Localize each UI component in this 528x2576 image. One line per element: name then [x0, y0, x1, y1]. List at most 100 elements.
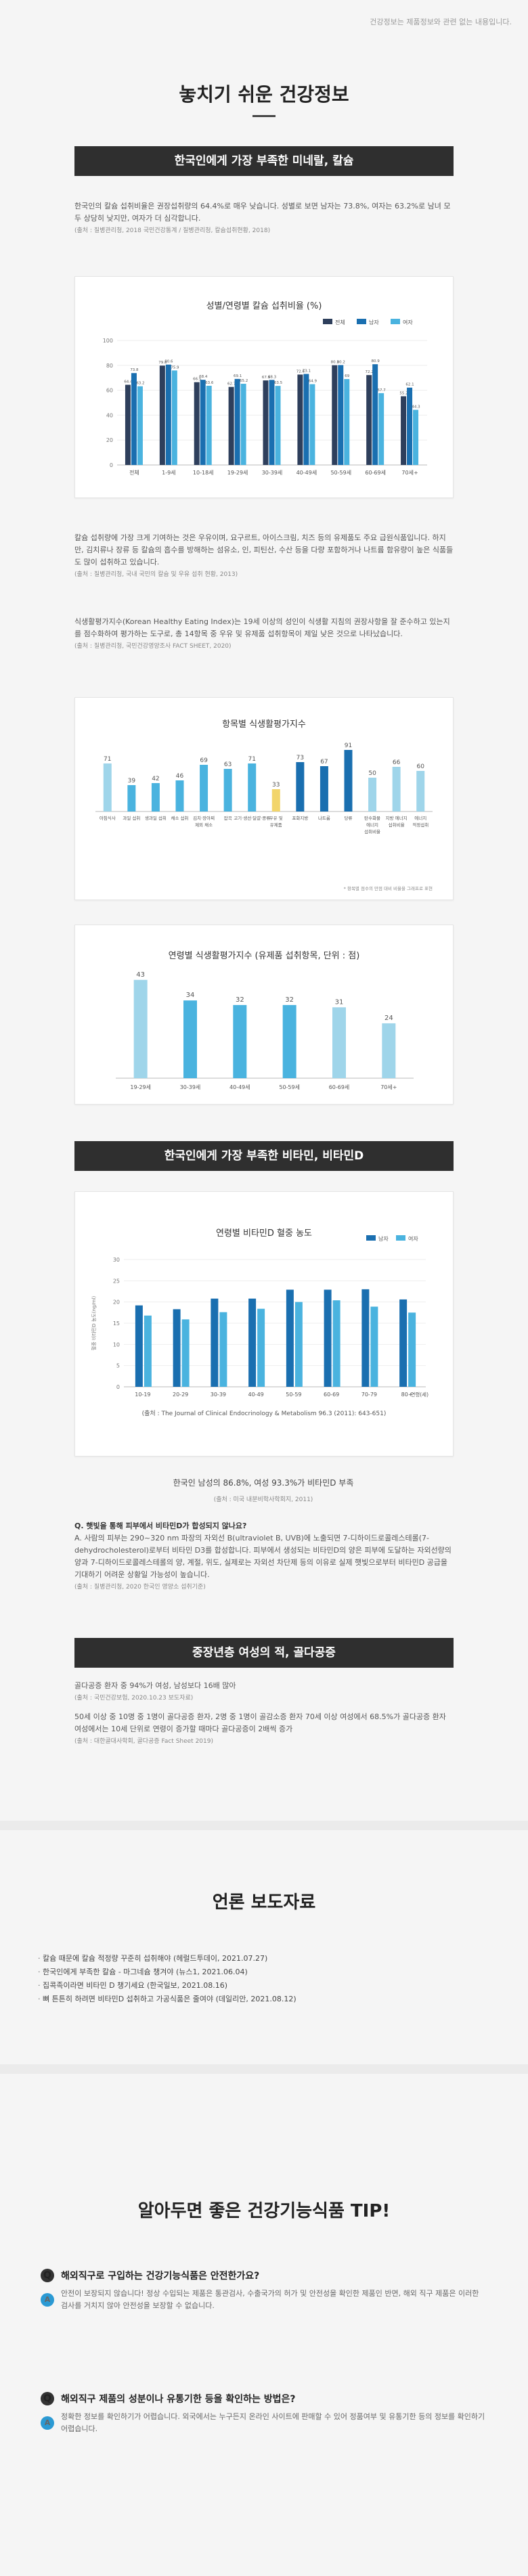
- q-badge-icon: Q: [41, 2392, 54, 2405]
- x-tick-label: 탄수화물: [364, 815, 380, 821]
- bar: [378, 393, 384, 465]
- bar: [103, 763, 112, 812]
- osteoporosis-info: 골다공증 환자 중 94%가 여성, 남성보다 16배 많아 (출처 : 국민건…: [74, 1680, 454, 1748]
- bar-value-label: 80.6: [164, 360, 173, 364]
- bar-value-label: 60: [416, 763, 424, 770]
- chart2-title: 항목별 식생활평가지수: [222, 719, 306, 730]
- y-tick-label: 15: [113, 1320, 120, 1327]
- bar: [408, 1312, 416, 1387]
- calcium-intro-text: 한국인의 칼슘 섭취비율은 권장섭취량의 64.4%로 매우 낮습니다. 성별로…: [74, 202, 451, 223]
- legend-swatch: [357, 319, 366, 324]
- bar-value-label: 69: [345, 374, 349, 378]
- disclaimer-note: 건강정보는 제품정보와 관련 없는 내용입니다.: [370, 18, 512, 26]
- press-item[interactable]: 칼슘 때문에 칼슘 적정량 꾸준히 섭취해야 (헤럴드투데이, 2021.07.…: [38, 1952, 490, 1966]
- bar: [320, 766, 328, 812]
- bar: [332, 365, 338, 465]
- tip-2-answer-text: 정확한 정보를 확인하기가 어렵습니다. 외국에서는 누구든지 온라인 사이트에…: [61, 2412, 485, 2433]
- bar-value-label: 63.2: [136, 382, 144, 386]
- bar: [125, 384, 131, 465]
- bar-value-label: 69.1: [234, 374, 242, 378]
- y-tick-label: 10: [113, 1341, 120, 1348]
- bar-value-label: 91: [345, 742, 352, 749]
- tip-1-answer: A 안전이 보장되지 않습니다! 정상 수입되는 제품은 통관검사, 수출국가의…: [41, 2288, 487, 2312]
- bar: [297, 374, 303, 465]
- legend-swatch: [391, 319, 400, 324]
- bar: [413, 409, 419, 465]
- bar-value-label: 73: [296, 755, 304, 761]
- bar-value-label: 68.4: [199, 375, 208, 379]
- y-tick-label: 25: [113, 1278, 120, 1284]
- bar-value-label: 66: [393, 759, 401, 766]
- y-tick-label: 60: [106, 388, 113, 394]
- bar: [135, 1305, 143, 1387]
- press-item[interactable]: 집콕족이라면 비타민 D 챙기세요 (한국일보, 2021.08.16): [38, 1979, 490, 1993]
- x-tick-label: 에너지: [414, 815, 426, 821]
- vitamin-d-stat-source: (출처 : 미국 내분비학사학회지, 2011): [213, 1496, 313, 1503]
- x-tick-label: 20-29: [173, 1392, 188, 1398]
- x-tick-label: 채소 섭취: [171, 815, 189, 821]
- bar-value-label: 62.7: [227, 382, 236, 386]
- osteoporosis-stat-2: 50세 이상 중 10명 중 1명이 골다공증 환자, 2명 중 1명이 골감소…: [74, 1712, 446, 1733]
- bar-value-label: 73.8: [130, 368, 139, 372]
- x-tick-label: 생과일 섭취: [145, 815, 167, 821]
- bar-value-label: 32: [236, 996, 244, 1004]
- press-item[interactable]: 한국인에게 부족한 칼슘 - 마그네슘 챙겨야 (뉴스1, 2021.06.04…: [38, 1966, 490, 1979]
- tip-1-answer-text: 안전이 보장되지 않습니다! 정상 수입되는 제품은 통관검사, 수출국가의 허…: [61, 2289, 479, 2310]
- y-tick-label: 0: [110, 462, 113, 468]
- vitamin-d-question: Q. 햇빛을 통해 피부에서 비타민D가 합성되지 않나요?: [74, 1522, 247, 1530]
- legend-label: 남자: [369, 319, 379, 326]
- x-tick-label: 70세+: [380, 1084, 397, 1090]
- y-tick-label: 20: [113, 1300, 120, 1306]
- vitamin-d-qa: Q. 햇빛을 통해 피부에서 비타민D가 합성되지 않나요? A. 사람의 피부…: [74, 1520, 454, 1593]
- bar: [294, 1302, 303, 1387]
- chart1-title: 성별/연령별 칼슘 섭취비율 (%): [206, 301, 322, 311]
- x-tick-label: 에너지: [366, 822, 378, 828]
- x-axis-label: 연령(세): [410, 1392, 428, 1398]
- x-tick-label: 50-59: [286, 1392, 301, 1398]
- tip-1: Q 해외직구로 구입하는 건강기능식품은 안전한가요? A 안전이 보장되지 않…: [41, 2269, 487, 2312]
- age-eating-index-chart-card: 연령별 식생활평가지수 (유제품 섭취항목, 단위 : 점) 43 19-29세 3…: [74, 925, 454, 1105]
- calcium-sources-text: 칼슘 섭취량에 가장 크게 기여하는 것은 우유이며, 요구르트, 아이스크림,…: [74, 533, 454, 567]
- bar: [171, 370, 177, 465]
- section-divider: [0, 1821, 528, 1830]
- bar-value-label: 33: [272, 782, 280, 789]
- x-tick-label: 잡곡: [224, 816, 232, 821]
- y-tick-label: 80: [106, 363, 113, 369]
- legend-swatch: [396, 1235, 405, 1241]
- bar-value-label: 72.6: [296, 370, 305, 374]
- chart-source: (출처 : The Journal of Clinical Endocrinol…: [142, 1409, 387, 1417]
- bar: [127, 785, 136, 812]
- legend-label: 남자: [378, 1236, 389, 1242]
- bar-value-label: 80.2: [337, 360, 345, 364]
- bar: [206, 385, 212, 465]
- x-tick-label: 유제품: [270, 822, 282, 828]
- x-tick-label: 아침식사: [100, 815, 116, 821]
- bar-value-label: 32: [285, 996, 294, 1004]
- vitamin-d-answer: A. 사람의 피부는 290~320 nm 파장의 자외선 B(ultravio…: [74, 1534, 452, 1579]
- bar-value-label: 67.9: [262, 376, 271, 380]
- vitamin-d-chart-card: 연령별 비타민D 혈중 농도 남자 여자 0 5 10 15 20 25 30 혈중 비타민D 농…: [74, 1191, 454, 1457]
- bar: [181, 1319, 190, 1387]
- press-item[interactable]: 뼈 튼튼히 하려면 비타민D 섭취하고 가공식품은 줄여야 (데일리안, 202…: [38, 1993, 490, 2006]
- x-tick-label: 1-9세: [162, 470, 175, 476]
- x-tick-label: 전체: [129, 469, 139, 476]
- bar: [175, 780, 184, 812]
- y-tick-label: 5: [116, 1363, 120, 1369]
- bar-value-label: 80.1: [331, 361, 339, 365]
- bar: [233, 1004, 247, 1078]
- x-tick-label: 과일 섭취: [123, 815, 140, 821]
- calcium-sources-source: (출처 : 질병관리청, 국내 국민의 칼슘 및 우유 섭취 현황, 2013): [74, 571, 238, 578]
- bar-value-label: 44.3: [412, 405, 420, 409]
- vitamin-d-banner: 한국인에게 가장 부족한 비타민, 비타민D: [74, 1141, 454, 1171]
- tip-2: Q 해외직구 제품의 성분이나 유통기한 등을 확인하는 방법은? A 정확한 …: [41, 2392, 487, 2435]
- chart4-title: 연령별 비타민D 혈중 농도: [215, 1228, 312, 1239]
- a-badge-icon: A: [41, 2416, 54, 2430]
- bar: [332, 1007, 346, 1078]
- x-tick-label: 30-39: [211, 1392, 226, 1398]
- bar-value-label: 79.8: [158, 361, 167, 365]
- x-tick-label: 19-29세: [227, 470, 248, 476]
- bar-value-label: 67: [320, 759, 328, 765]
- bar: [211, 1298, 219, 1387]
- bar-value-label: 66.5: [193, 378, 202, 382]
